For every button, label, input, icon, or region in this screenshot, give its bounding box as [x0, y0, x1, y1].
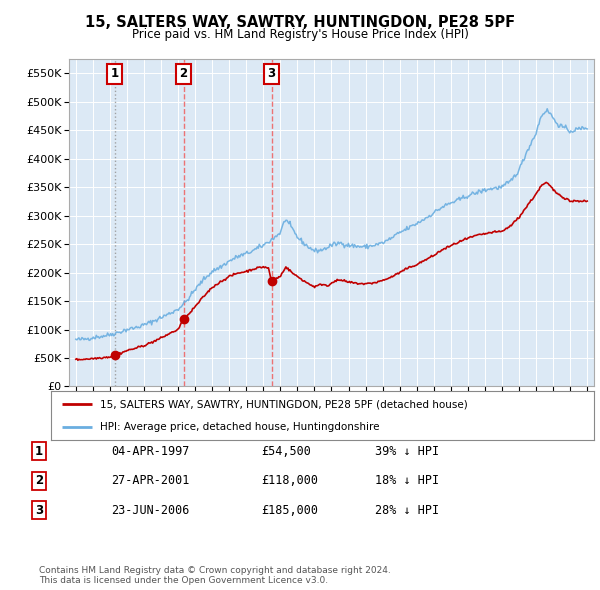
Text: 04-APR-1997: 04-APR-1997: [111, 445, 190, 458]
Text: 2: 2: [35, 474, 43, 487]
Text: 15, SALTERS WAY, SAWTRY, HUNTINGDON, PE28 5PF: 15, SALTERS WAY, SAWTRY, HUNTINGDON, PE2…: [85, 15, 515, 30]
Text: £185,000: £185,000: [261, 504, 318, 517]
Text: 18% ↓ HPI: 18% ↓ HPI: [375, 474, 439, 487]
Text: Price paid vs. HM Land Registry's House Price Index (HPI): Price paid vs. HM Land Registry's House …: [131, 28, 469, 41]
Text: 3: 3: [268, 67, 275, 80]
Text: 23-JUN-2006: 23-JUN-2006: [111, 504, 190, 517]
Text: 1: 1: [110, 67, 119, 80]
Text: 2: 2: [179, 67, 188, 80]
Text: 1: 1: [35, 445, 43, 458]
Text: 15, SALTERS WAY, SAWTRY, HUNTINGDON, PE28 5PF (detached house): 15, SALTERS WAY, SAWTRY, HUNTINGDON, PE2…: [100, 399, 467, 409]
Text: 27-APR-2001: 27-APR-2001: [111, 474, 190, 487]
Text: HPI: Average price, detached house, Huntingdonshire: HPI: Average price, detached house, Hunt…: [100, 422, 379, 432]
Text: £118,000: £118,000: [261, 474, 318, 487]
Text: 28% ↓ HPI: 28% ↓ HPI: [375, 504, 439, 517]
Text: 39% ↓ HPI: 39% ↓ HPI: [375, 445, 439, 458]
Text: Contains HM Land Registry data © Crown copyright and database right 2024.
This d: Contains HM Land Registry data © Crown c…: [39, 566, 391, 585]
Text: 3: 3: [35, 504, 43, 517]
Text: £54,500: £54,500: [261, 445, 311, 458]
